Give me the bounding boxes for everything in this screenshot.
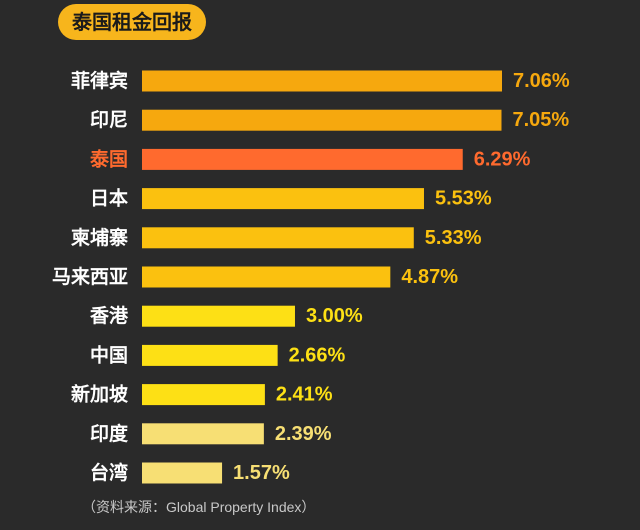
value-label: 4.87% — [401, 266, 458, 288]
bar — [142, 423, 264, 445]
value-label: 2.41% — [276, 384, 333, 406]
source-note: （资料来源：Global Property Index） — [82, 499, 316, 515]
category-label: 新加坡 — [71, 383, 129, 406]
category-label: 香港 — [89, 305, 129, 327]
bar — [142, 70, 502, 92]
value-label: 3.00% — [306, 305, 363, 327]
category-label: 马来西亚 — [52, 266, 128, 288]
value-label: 2.66% — [289, 344, 346, 366]
value-label: 2.39% — [275, 423, 332, 445]
value-label: 7.06% — [513, 70, 570, 92]
bar — [142, 109, 502, 131]
category-label: 印度 — [90, 422, 129, 445]
bar — [142, 266, 391, 288]
category-label: 泰国 — [89, 147, 128, 170]
chart-title: 泰国租金回报 — [58, 4, 206, 40]
bar — [142, 188, 424, 210]
category-label: 印尼 — [90, 109, 128, 131]
bar — [142, 148, 463, 170]
value-label: 5.33% — [425, 227, 482, 249]
category-label: 中国 — [90, 343, 128, 366]
bar — [142, 462, 223, 484]
bar — [142, 344, 278, 366]
value-label: 5.53% — [435, 188, 492, 210]
bar — [142, 384, 265, 406]
value-label: 6.29% — [474, 148, 531, 170]
category-label: 菲律宾 — [71, 69, 128, 92]
category-label: 台湾 — [90, 461, 128, 484]
category-label: 柬埔寨 — [71, 226, 128, 249]
category-label: 日本 — [90, 187, 128, 210]
value-label: 1.57% — [233, 462, 290, 484]
bar — [142, 227, 414, 249]
value-label: 7.05% — [512, 109, 569, 131]
bar — [142, 305, 295, 327]
